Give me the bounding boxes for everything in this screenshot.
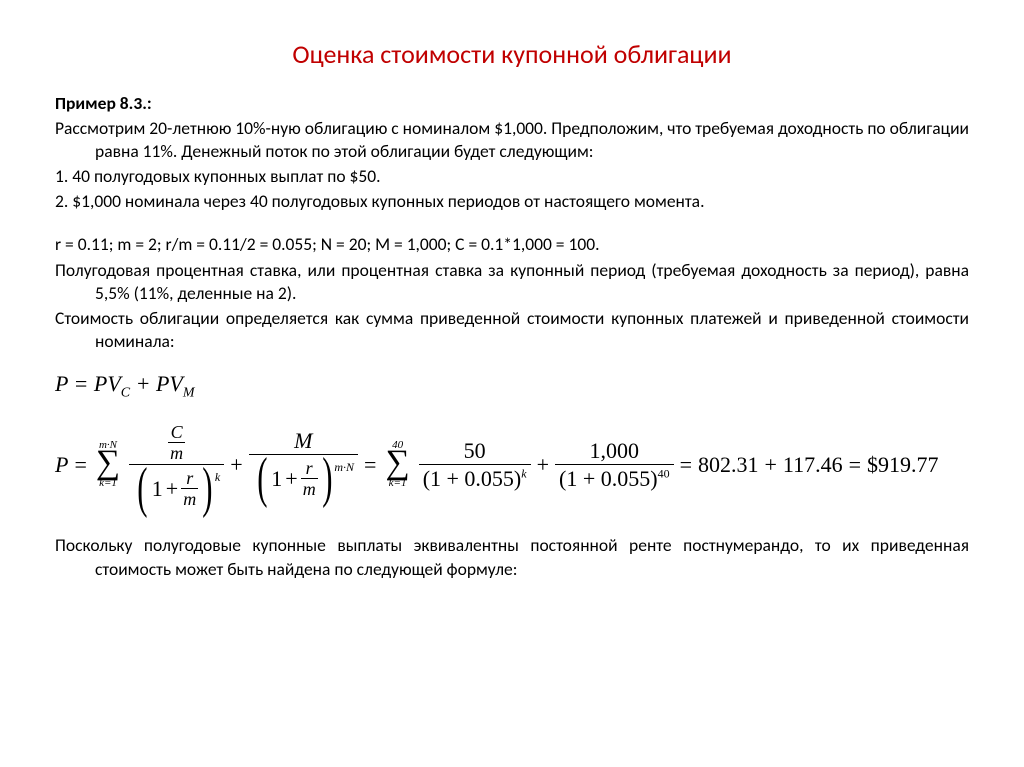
var-r-1: r	[184, 469, 195, 488]
denom-1: (1 + 0.055)	[423, 466, 522, 491]
denom-2: (1 + 0.055)	[559, 466, 658, 491]
exponent-k: k	[215, 471, 220, 484]
sigma-icon-2: ∑	[385, 449, 409, 478]
equals-sign-3: =	[680, 452, 692, 478]
paragraph-annuity: Поскольку полугодовые купонные выплаты э…	[55, 534, 969, 580]
var-M: M	[290, 429, 316, 454]
exponent-mN: m·N	[334, 461, 354, 474]
exponent-40: 40	[658, 467, 670, 481]
formula-price: P = m·N ∑ k=1 C m (	[55, 419, 969, 510]
var-C: C	[169, 423, 185, 442]
parameters-line: r = 0.11; m = 2; r/m = 0.11/2 = 0.055; N…	[55, 233, 969, 256]
fraction-50: 50 (1 + 0.055)k	[419, 439, 531, 490]
sigma-1-bot: k=1	[99, 478, 117, 489]
var-m-2: m	[181, 488, 198, 508]
fraction-1000: 1,000 (1 + 0.055)40	[555, 439, 674, 490]
paragraph-pv: Стоимость облигации определяется как сум…	[55, 307, 969, 353]
num-50: 50	[460, 439, 490, 464]
equals-sign-2: =	[364, 452, 376, 478]
sigma-2-bot: k=1	[389, 478, 407, 489]
var-m-1: m	[168, 442, 185, 462]
result-2: 117.46	[783, 452, 843, 478]
const-1b: 1	[271, 467, 282, 490]
paren-left-icon: (	[137, 467, 147, 509]
num-1000: 1,000	[586, 439, 644, 464]
plus-4: +	[537, 452, 549, 478]
spacer	[55, 215, 969, 233]
var-P: P	[55, 452, 68, 478]
plus-2: +	[230, 452, 242, 478]
const-1a: 1	[152, 477, 163, 500]
equals-sign: =	[74, 452, 86, 478]
fraction-coupon: C m ( 1 + r m	[129, 419, 224, 510]
paren-left-icon-2: (	[257, 457, 267, 499]
result-final: $919.77	[867, 452, 939, 478]
var-m-3: m	[301, 478, 318, 498]
paragraph-intro: Рассмотрим 20-летнюю 10%-ную облигацию с…	[55, 117, 969, 163]
paragraph-rate: Полугодовая процентная ставка, или проце…	[55, 259, 969, 305]
plus-1: +	[166, 477, 178, 500]
plus-5: +	[764, 452, 776, 478]
exponent-k-2: k	[521, 467, 526, 481]
list-item-1: 1. 40 полугодовых купонных выплат по $50…	[55, 165, 969, 188]
paren-right-icon-2: )	[322, 457, 332, 499]
plus-3: +	[285, 467, 297, 490]
formula-pv-sum-text: P = PVC + PVM	[55, 371, 195, 396]
formula-pv-sum: P = PVC + PVM	[55, 371, 969, 401]
example-heading: Пример 8.3.:	[55, 92, 969, 115]
sigma-2: 40 ∑ k=1	[385, 440, 409, 489]
sigma-icon: ∑	[96, 449, 120, 478]
list-item-2: 2. $1,000 номинала через 40 полугодовых …	[55, 190, 969, 213]
result-1: 802.31	[698, 452, 759, 478]
sigma-1: m·N ∑ k=1	[96, 440, 120, 489]
fraction-principal: M ( 1 + r m	[249, 429, 358, 500]
slide-page: Оценка стоимости купонной облигации Прим…	[0, 0, 1024, 603]
page-title: Оценка стоимости купонной облигации	[55, 38, 969, 70]
paren-right-icon: )	[202, 467, 212, 509]
equals-sign-4: =	[849, 452, 861, 478]
var-r-2: r	[304, 459, 315, 478]
